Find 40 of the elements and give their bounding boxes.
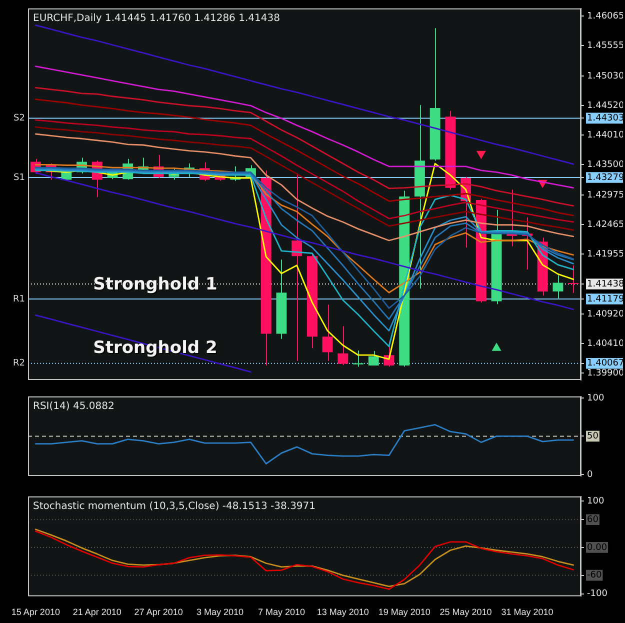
ref-line-label: R2 [13, 358, 25, 369]
candlestick [568, 264, 579, 294]
y-tick-label: 100 [587, 496, 604, 506]
y-tick-label: 1.46065 [587, 12, 624, 22]
candlestick [353, 350, 364, 368]
x-tick-label: 27 Apr 2010 [134, 607, 183, 618]
y-tick-label: -60 [587, 570, 602, 581]
ref-line-label: R1 [13, 294, 25, 304]
x-tick-label: 15 Apr 2010 [11, 607, 60, 618]
y-tick-label: 100 [587, 393, 604, 404]
ref-line-label: S1 [14, 172, 25, 183]
candlestick [292, 172, 302, 362]
candlestick [322, 304, 333, 362]
x-tick-label: 21 Apr 2010 [72, 607, 122, 618]
x-tick-label: 31 May 2010 [501, 607, 554, 618]
y-tick-label: 1.40067 [587, 358, 624, 369]
point [492, 343, 501, 351]
y-tick-label: 50 [587, 432, 599, 442]
candlestick [368, 350, 379, 366]
x-tick-label: 19 May 2010 [378, 607, 430, 618]
ref-line-label: S2 [14, 114, 25, 124]
x-tick-label: 7 May 2010 [258, 607, 305, 618]
y-tick-label: 60 [587, 514, 599, 525]
candlestick [552, 274, 564, 299]
y-tick-label: 0 [587, 470, 593, 480]
x-tick-label: 13 May 2010 [316, 607, 369, 618]
x-tick-label: 3 May 2010 [196, 607, 244, 618]
point [476, 150, 486, 159]
text: RSI(14) 45.0882 [33, 400, 114, 412]
x-tick-label: 25 May 2010 [440, 607, 492, 618]
text: Stochastic momentum (10,3,5,Close) -48.1513 -38.3971 [33, 500, 316, 512]
y-tick-label: -100 [587, 589, 608, 600]
y-tick-label: 1.41955 [587, 249, 624, 260]
annotation: Stronghold 1 [94, 276, 218, 296]
y-tick-label: 1.45555 [587, 41, 624, 52]
y-tick-label: 0.00 [587, 542, 608, 553]
y-tick-label: 1.42975 [587, 190, 624, 200]
text: EURCHF,Daily 1.41445 1.41760 1.41286 1.41438 [33, 12, 280, 24]
candlestick [338, 326, 348, 366]
y-tick-label: 1.42465 [587, 220, 624, 230]
